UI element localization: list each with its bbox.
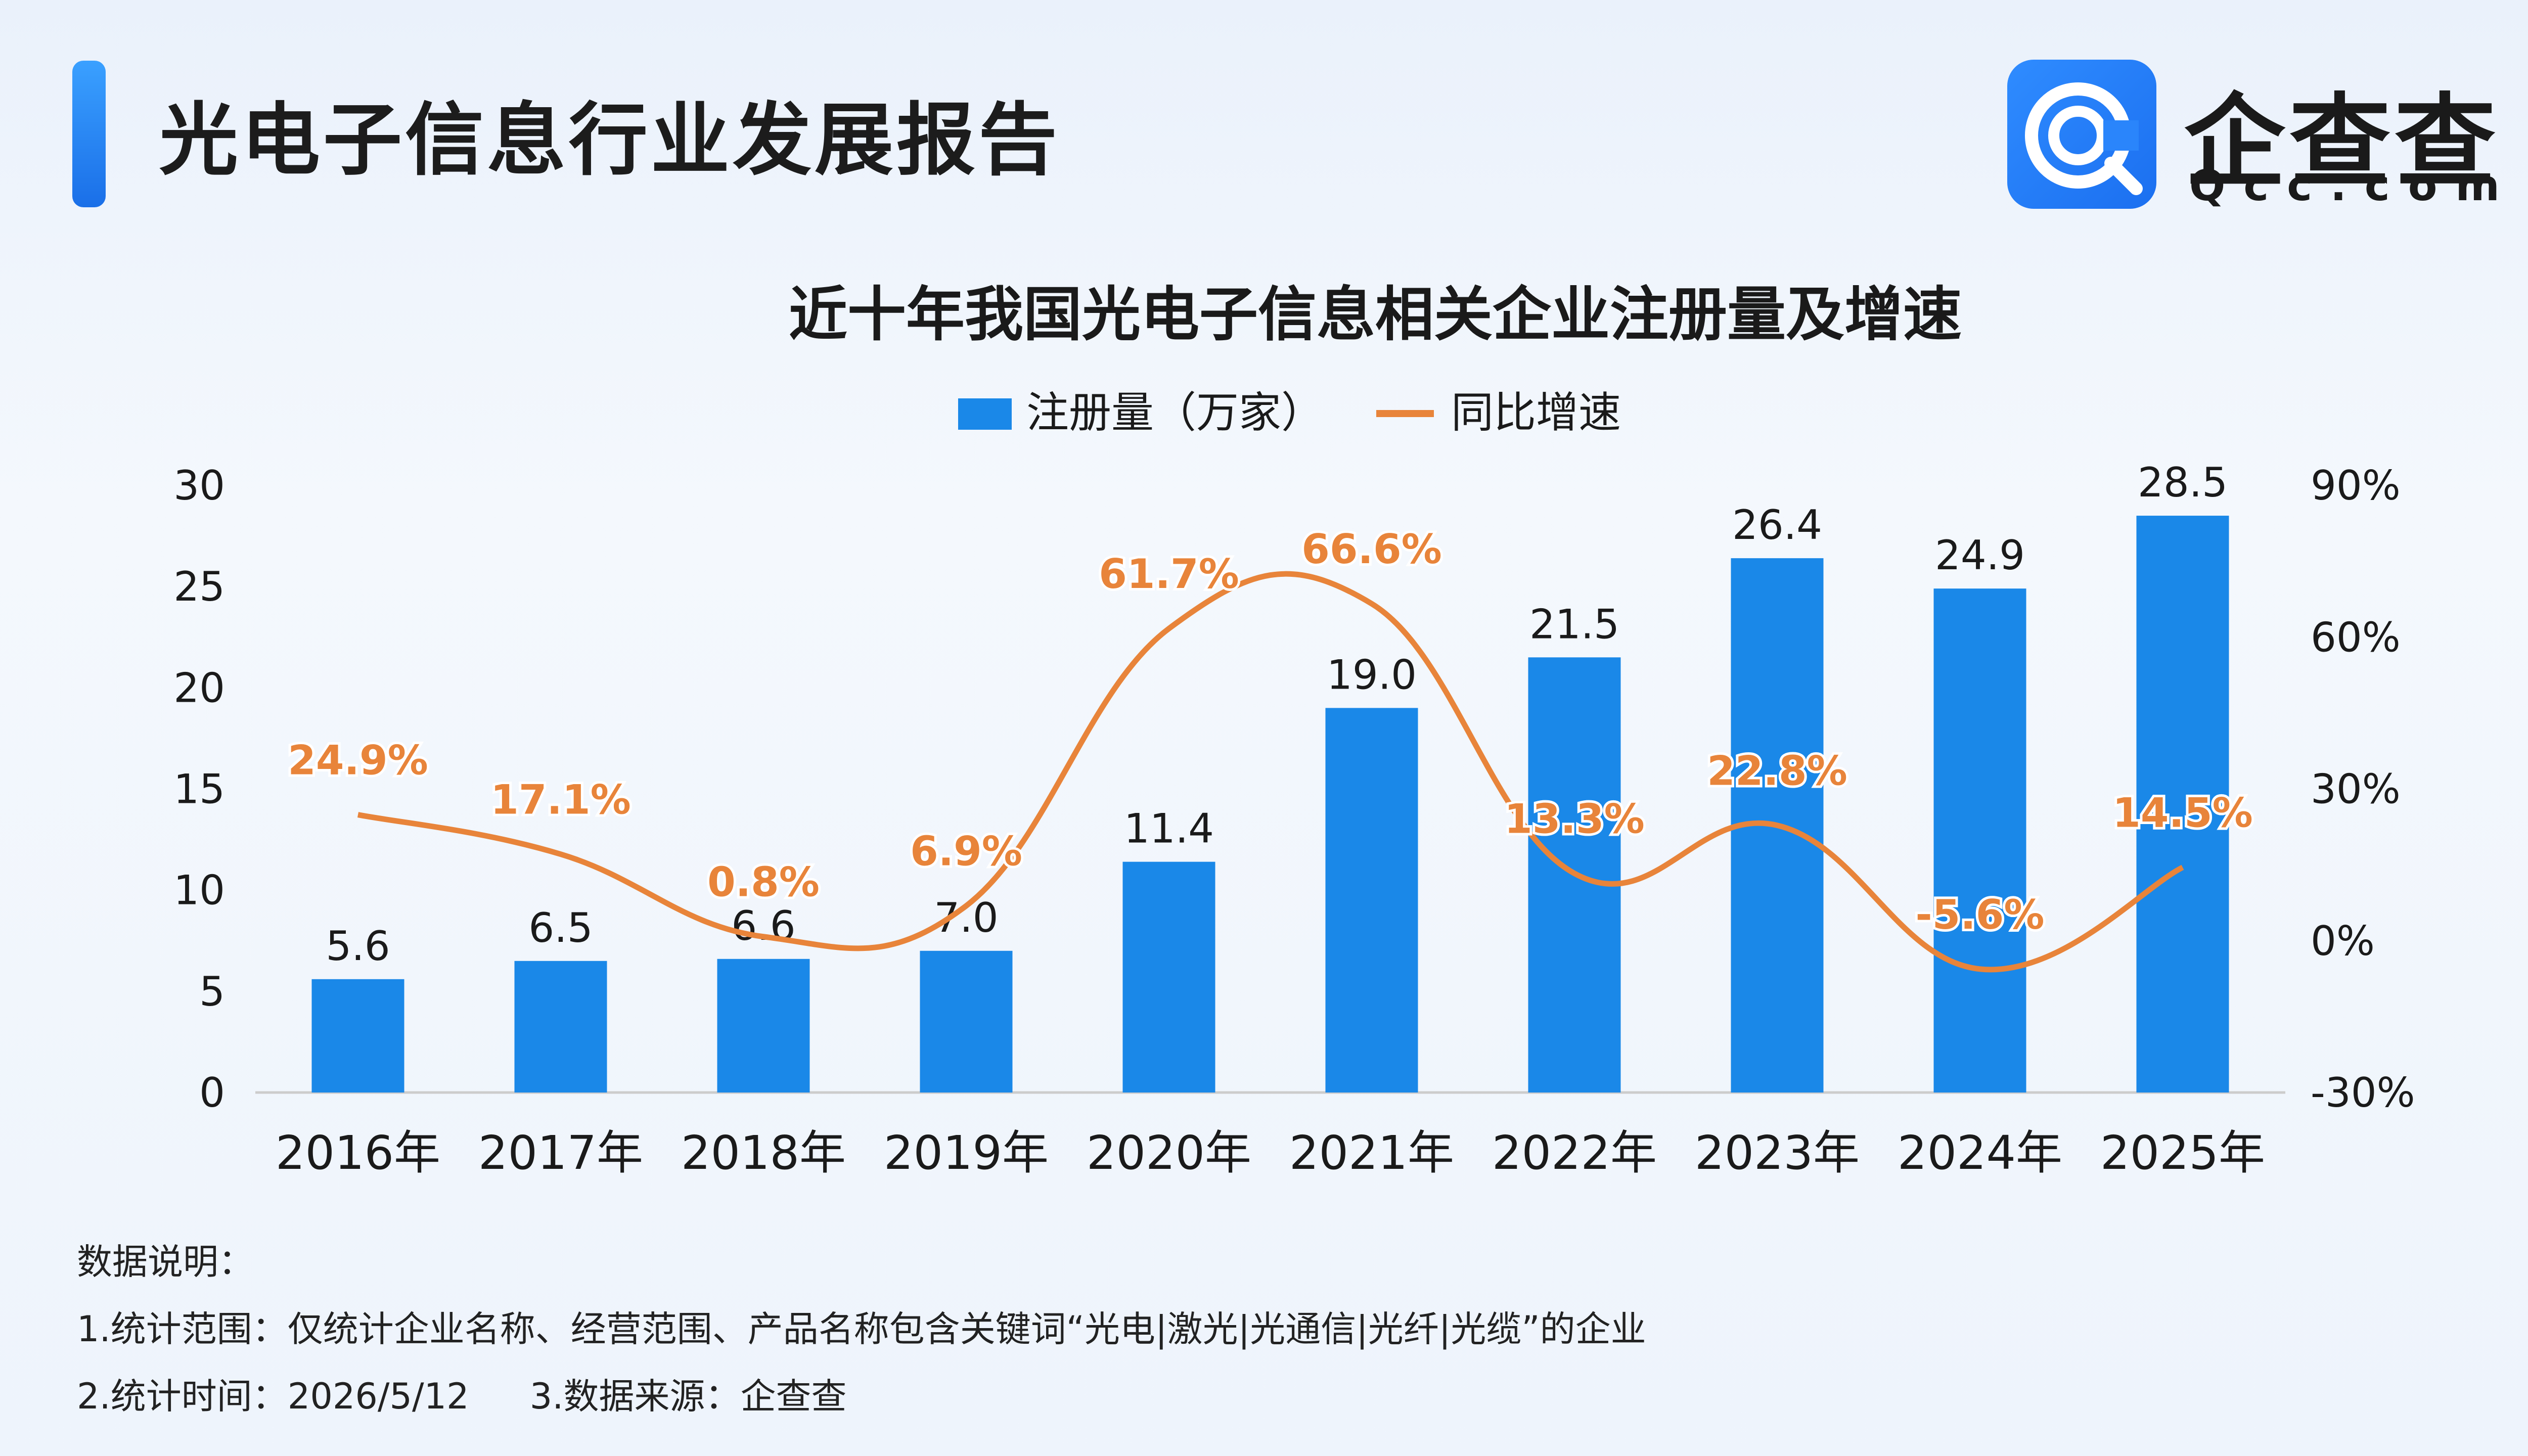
- bar-value-label: 24.9: [1935, 532, 2025, 579]
- logo-name: 企查查: [2184, 83, 2500, 201]
- left-tick-label: 25: [173, 563, 225, 610]
- bar-value-label: 7.0: [934, 894, 998, 941]
- x-tick-label: 2017年: [478, 1126, 643, 1180]
- notes-time: 2.统计时间：2026/5/12: [77, 1376, 469, 1417]
- bar: [1122, 861, 1215, 1093]
- growth-value-label: 14.5%: [2112, 790, 2253, 837]
- right-axis: -30% 0% 30% 60% 90%: [2311, 462, 2415, 1116]
- bar: [2136, 516, 2229, 1093]
- growth-value-label: 17.1%: [490, 777, 631, 824]
- bar: [1933, 588, 2026, 1093]
- bar-value-label: 26.4: [1732, 502, 1822, 549]
- x-tick-label: 2016年: [276, 1126, 440, 1180]
- notes-time-source: 2.统计时间：2026/5/12 3.数据来源：企查查: [77, 1368, 847, 1419]
- x-tick-label: 2020年: [1087, 1126, 1251, 1180]
- bar-value-label: 6.5: [528, 904, 593, 951]
- chart-title: 近十年我国光电子信息相关企业注册量及增速: [789, 281, 1962, 349]
- left-axis: 0 5 10 15 20 25 30: [173, 462, 225, 1116]
- growth-value-label: 0.8%: [707, 859, 820, 906]
- left-tick-label: 10: [173, 867, 225, 914]
- growth-value-label: 24.9%: [288, 737, 428, 784]
- right-tick-label: 0%: [2311, 918, 2375, 965]
- legend-bar-swatch: [958, 398, 1012, 430]
- notes-heading: 数据说明：: [77, 1241, 254, 1283]
- title-accent-bar: [72, 61, 106, 207]
- legend-line-label: 同比增速: [1451, 388, 1621, 437]
- bar: [1325, 708, 1418, 1093]
- bar-labels: 5.6 6.5 6.6 7.011.419.021.526.424.928.5: [326, 459, 2228, 970]
- bar: [920, 950, 1013, 1093]
- left-tick-label: 20: [173, 664, 225, 711]
- growth-rate-line: [357, 571, 2184, 973]
- legend: 注册量（万家） 同比增速: [958, 388, 1621, 437]
- bar-value-label: 19.0: [1327, 651, 1417, 698]
- x-tick-label: 2022年: [1492, 1126, 1657, 1180]
- bar: [717, 959, 810, 1093]
- left-tick-label: 30: [173, 462, 225, 509]
- left-tick-label: 15: [173, 766, 225, 813]
- growth-value-label: 61.7%: [1099, 551, 1239, 598]
- notes-source: 3.数据来源：企查查: [529, 1376, 847, 1417]
- bar-value-label: 11.4: [1124, 805, 1214, 852]
- x-axis-labels: 2016年 2017年 2018年 2019年 2020年 2021年 2022年 2023年…: [276, 1126, 2265, 1180]
- notes-scope: 1.统计范围：仅统计企业名称、经营范围、产品名称包含关键词“光电|激光|光通信|…: [77, 1308, 1646, 1350]
- x-tick-label: 2025年: [2100, 1126, 2265, 1180]
- x-tick-label: 2019年: [884, 1126, 1049, 1180]
- right-tick-label: 90%: [2311, 462, 2401, 509]
- growth-value-label: 66.6%: [1301, 526, 1442, 573]
- growth-value-label: -5.6%: [1915, 891, 2044, 938]
- legend-bar-label: 注册量（万家）: [1026, 388, 1324, 437]
- x-tick-label: 2021年: [1289, 1126, 1454, 1180]
- growth-labels: 24.9% 17.1% 0.8% 6.9% 61.7% 66.6% 13.3% 22.8% -5…: [285, 523, 2255, 941]
- bar-value-label: 28.5: [2138, 459, 2228, 506]
- report-title: 光电子信息行业发展报告: [159, 94, 1060, 186]
- right-tick-label: 30%: [2311, 766, 2401, 813]
- logo-domain: Qcc.com: [2189, 161, 2518, 210]
- bar-value-label: 5.6: [326, 923, 390, 970]
- growth-value-label: 13.3%: [1504, 796, 1645, 843]
- left-tick-label: 0: [199, 1069, 225, 1116]
- bar: [311, 979, 404, 1093]
- x-tick-label: 2023年: [1695, 1126, 1860, 1180]
- bar: [514, 961, 607, 1093]
- growth-value-label: 6.9%: [910, 828, 1022, 875]
- qcc-logo-icon: [2007, 60, 2156, 209]
- left-tick-label: 5: [199, 968, 225, 1015]
- bar-series: [311, 516, 2229, 1093]
- x-tick-label: 2024年: [1898, 1126, 2062, 1180]
- right-tick-label: 60%: [2311, 614, 2401, 661]
- growth-value-label: 22.8%: [1707, 748, 1847, 795]
- x-tick-label: 2018年: [681, 1126, 846, 1180]
- bar-value-label: 21.5: [1529, 601, 1619, 648]
- right-tick-label: -30%: [2311, 1069, 2415, 1116]
